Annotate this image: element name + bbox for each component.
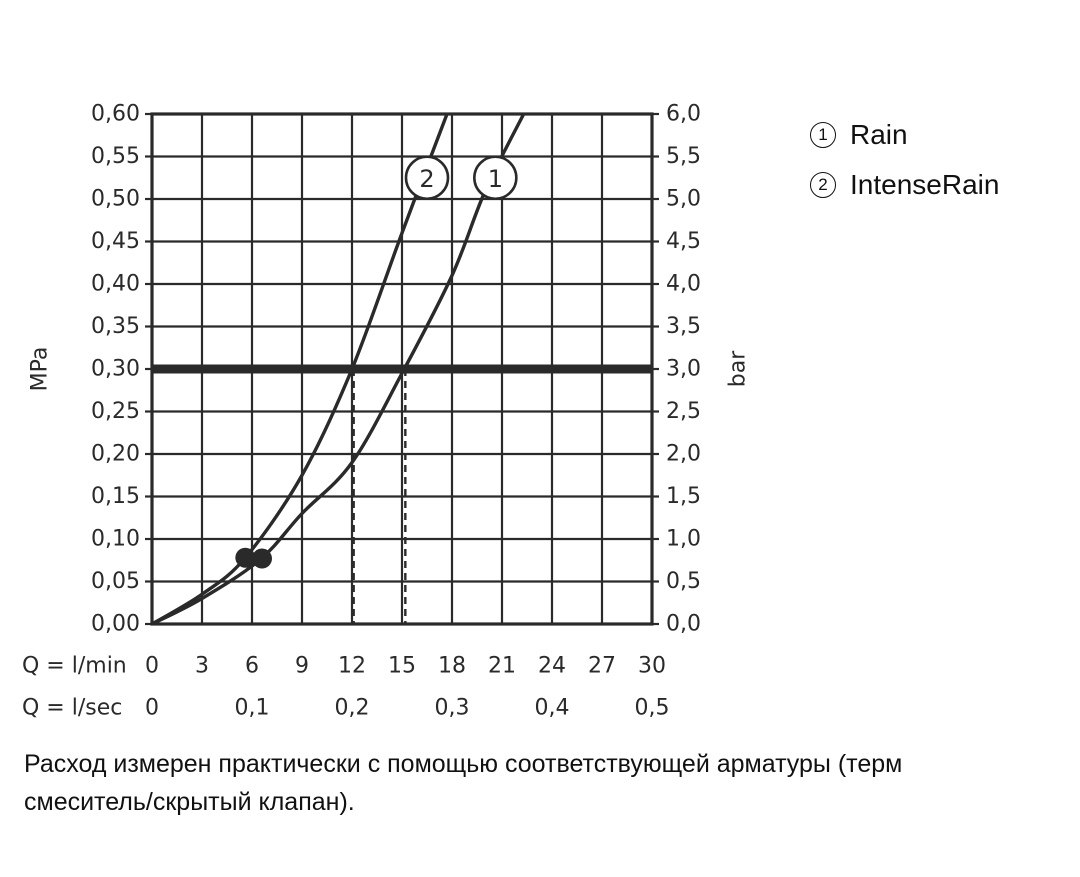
x-tick-label: 24 — [538, 654, 566, 679]
min-flow-point-2 — [235, 547, 256, 568]
series-marker-circle-2 — [404, 155, 450, 201]
y-tick-label: 0,20 — [91, 442, 140, 467]
y2-tick-label: 0,5 — [666, 569, 701, 594]
y2-axis-title: bar — [726, 350, 751, 387]
footnote-line-2: смеситель/скрытый клапан). — [24, 788, 355, 816]
legend-label-rain: Rain — [850, 119, 908, 150]
series-curve-2 — [151, 113, 449, 626]
x2-tick-label: 0,5 — [635, 696, 670, 721]
y2-tick-label: 1,5 — [666, 484, 701, 509]
x-tick-label: 0 — [145, 654, 159, 679]
y-tick-label: 0,50 — [91, 187, 140, 212]
y2-tick-label: 2,5 — [666, 399, 701, 424]
y-tick-label: 0,40 — [91, 272, 140, 297]
x-tick-label: 15 — [388, 654, 416, 679]
y2-tick-label: 3,5 — [666, 314, 701, 339]
legend-symbol-1: 1 — [810, 122, 836, 148]
y-tick-label: 0,35 — [91, 314, 140, 339]
x-tick-label: 3 — [195, 654, 209, 679]
x2-tick-label: 0,1 — [235, 696, 270, 721]
x2-tick-label: 0,4 — [535, 696, 570, 721]
min-flow-point-1 — [252, 548, 272, 569]
x2-axis-title: Q = l/sec — [22, 696, 122, 721]
x-tick-label: 21 — [488, 654, 516, 679]
y2-tick-label: 6,0 — [666, 102, 701, 127]
legend-item-rain: 1 Rain — [810, 110, 999, 160]
x-axis-title: Q = l/min — [22, 654, 127, 679]
y-tick-label: 0,60 — [91, 102, 140, 127]
y2-tick-label: 5,5 — [666, 144, 701, 169]
y2-tick-label: 1,0 — [666, 527, 701, 552]
x2-tick-label: 0,3 — [435, 696, 470, 721]
x2-tick-label: 0 — [145, 696, 159, 721]
y-tick-label: 0,55 — [91, 144, 140, 169]
y2-tick-label: 4,5 — [666, 229, 701, 254]
x-tick-label: 27 — [588, 654, 616, 679]
legend-item-intenserain: 2 IntenseRain — [810, 160, 999, 210]
legend: 1 Rain 2 IntenseRain — [810, 110, 999, 210]
y-tick-label: 0,45 — [91, 229, 140, 254]
x2-tick-label: 0,2 — [335, 696, 370, 721]
x-tick-label: 30 — [638, 654, 666, 679]
series-curve-1 — [151, 113, 526, 626]
y-tick-label: 0,10 — [91, 527, 140, 552]
y-tick-label: 0,05 — [91, 569, 140, 594]
legend-label-intenserain: IntenseRain — [850, 169, 1000, 200]
x-tick-label: 9 — [295, 654, 309, 679]
y-axis-title: MPa — [28, 347, 53, 392]
series-marker-circle-1 — [473, 155, 518, 201]
y-tick-label: 0,15 — [91, 484, 140, 509]
y2-tick-label: 2,0 — [666, 442, 701, 467]
y2-tick-label: 5,0 — [666, 187, 701, 212]
legend-symbol-2: 2 — [810, 172, 836, 198]
series-marker-label-1: 1 — [488, 165, 503, 193]
y2-tick-label: 3,0 — [666, 357, 701, 382]
y-tick-label: 0,00 — [91, 612, 140, 637]
footnote: Расход измерен практически с помощью соо… — [24, 745, 1080, 821]
y-tick-label: 0,30 — [91, 357, 140, 382]
series-marker-label-2: 2 — [419, 165, 434, 193]
x-tick-label: 12 — [338, 654, 366, 679]
y-tick-label: 0,25 — [91, 399, 140, 424]
footnote-line-1: Расход измерен практически с помощью соо… — [24, 750, 903, 778]
flow-chart: 0,000,050,100,150,200,250,300,350,400,45… — [22, 102, 751, 721]
y2-tick-label: 0,0 — [666, 612, 701, 637]
x-tick-label: 18 — [438, 654, 466, 679]
y2-tick-label: 4,0 — [666, 272, 701, 297]
x-tick-label: 6 — [245, 654, 259, 679]
